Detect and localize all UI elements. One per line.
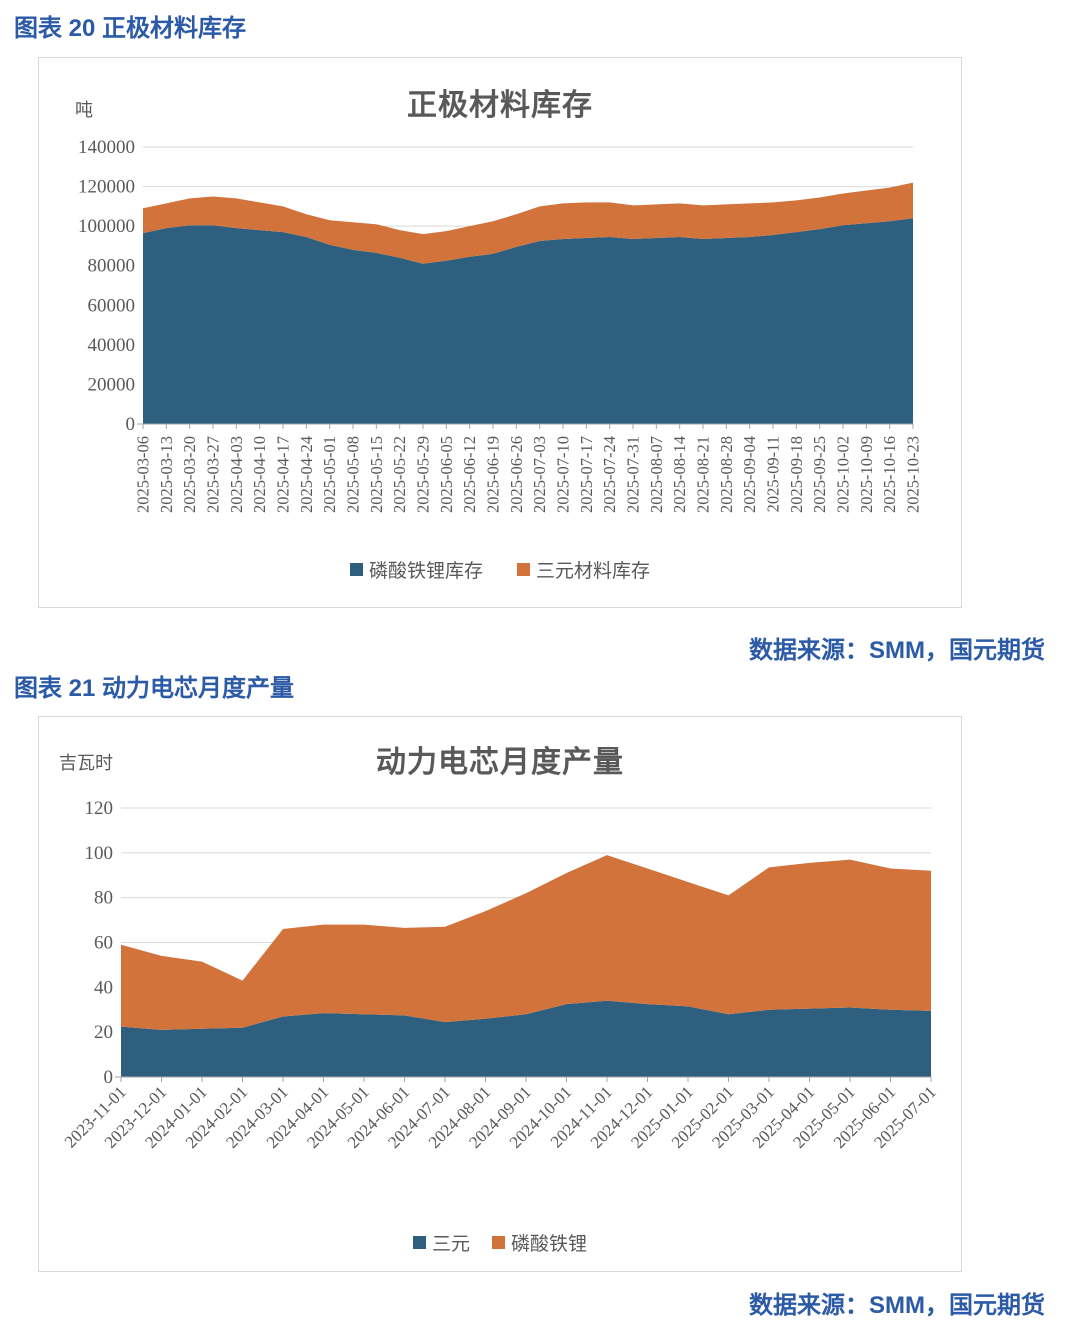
figure20-heading: 图表 20 正极材料库存 [14, 15, 247, 42]
y-tick-label: 60 [94, 933, 113, 954]
figure21-source: 数据来源：SMM，国元期货 [749, 1292, 1045, 1319]
x-tick-label: 2025-06-26 [507, 436, 526, 513]
x-tick-label: 2025-09-04 [740, 436, 759, 513]
x-tick-label: 2025-06-05 [437, 436, 456, 513]
chart20-plot: 0 20000 40000 60000 80000 100000 120000 140000 2… [78, 137, 923, 513]
x-tick-label: 2025-10-16 [880, 436, 899, 513]
y-tick-label: 100000 [78, 216, 135, 237]
chart20-title: 正极材料库存 [407, 89, 593, 122]
chart21-legend: 三元 磷酸铁锂 [39, 1229, 961, 1256]
x-tick-label: 2025-05-15 [367, 436, 386, 513]
legend-item: 磷酸铁锂 [492, 1229, 587, 1256]
x-tick-label: 2025-10-09 [857, 436, 876, 513]
figure20-source: 数据来源：SMM，国元期货 [749, 637, 1045, 664]
x-tick-label: 2025-06-19 [484, 436, 503, 513]
x-tick-label: 2025-05-08 [344, 436, 363, 513]
chart20-unit-label: 吨 [75, 100, 93, 120]
y-tick-label: 120 [85, 798, 114, 819]
x-tick-label: 2025-10-02 [834, 436, 853, 513]
x-tick-label: 2025-04-10 [250, 436, 269, 513]
legend-swatch [517, 563, 530, 576]
x-tick-label: 2025-07-10 [554, 436, 573, 513]
legend-swatch [412, 1236, 426, 1249]
legend-label: 磷酸铁锂 [511, 1234, 588, 1255]
chart21-title: 动力电芯月度产量 [376, 746, 624, 779]
y-tick-label: 40000 [88, 335, 136, 356]
x-tick-label: 2025-06-12 [460, 436, 479, 513]
x-tick-label: 2025-04-24 [297, 436, 316, 513]
x-tick-label: 2025-09-11 [764, 436, 783, 512]
legend-item: 三元 [412, 1229, 470, 1256]
x-tick-label: 2025-03-13 [157, 436, 176, 513]
series-area-0 [121, 1000, 931, 1077]
x-tick-label: 2025-09-18 [787, 436, 806, 513]
y-tick-label: 80000 [88, 256, 136, 277]
x-tick-label: 2025-09-25 [810, 436, 829, 513]
x-tick-label: 2025-03-27 [204, 436, 223, 513]
x-tick-label: 2025-07-31 [624, 436, 643, 513]
y-tick-label: 0 [126, 414, 136, 435]
x-tick-label: 2025-05-22 [390, 436, 409, 513]
x-tick-label: 2025-04-17 [274, 436, 293, 513]
y-tick-label: 120000 [78, 177, 135, 198]
y-tick-label: 60000 [88, 295, 136, 316]
x-tick-label: 2025-08-28 [717, 436, 736, 513]
x-tick-label: 2025-04-03 [227, 436, 246, 513]
legend-label: 磷酸铁锂库存 [368, 561, 483, 582]
legend-swatch [492, 1236, 505, 1249]
legend-label: 三元 [431, 1234, 470, 1255]
legend-item: 磷酸铁锂库存 [349, 556, 483, 583]
y-tick-label: 140000 [78, 137, 135, 158]
x-tick-label: 2025-07-17 [577, 436, 596, 513]
legend-label: 三元材料库存 [536, 561, 651, 582]
chart21-plot: 0204060801001202023-11-012023-12-012024-… [61, 798, 940, 1152]
legend-swatch [349, 563, 363, 576]
chart20-legend: 磷酸铁锂库存 三元材料库存 [39, 556, 961, 583]
x-tick-label: 2025-08-21 [694, 436, 713, 513]
series-area-0 [143, 218, 913, 424]
x-tick-label: 2025-05-01 [320, 436, 339, 513]
y-tick-label: 80 [94, 888, 113, 909]
chart21-unit-label: 吉瓦时 [59, 753, 113, 773]
x-tick-label: 2025-08-07 [647, 436, 666, 513]
chart20-box: 吨 正极材料库存 0 20000 40000 60000 80000 100000 1200… [38, 57, 962, 608]
x-tick-label: 2025-05-29 [414, 436, 433, 513]
y-tick-label: 100 [85, 843, 114, 864]
series-area-1 [143, 182, 913, 264]
x-tick-label: 2025-07-03 [530, 436, 549, 513]
x-tick-label: 2025-07-24 [600, 436, 619, 513]
x-tick-label: 2025-08-14 [670, 436, 689, 513]
figure21-heading: 图表 21 动力电芯月度产量 [14, 675, 295, 702]
y-tick-label: 40 [94, 977, 113, 998]
series-area-1 [121, 855, 931, 1030]
x-tick-label: 2025-03-06 [134, 436, 153, 513]
x-tick-label: 2025-03-20 [180, 436, 199, 513]
x-tick-label: 2025-10-23 [904, 436, 923, 513]
y-tick-label: 0 [104, 1067, 114, 1088]
y-tick-label: 20000 [88, 374, 136, 395]
legend-item: 三元材料库存 [517, 556, 650, 583]
y-tick-label: 20 [94, 1022, 113, 1043]
chart21-box: 吉瓦时 动力电芯月度产量 0 20 40 60 80 100 120 2023-11-01 20… [38, 716, 962, 1272]
